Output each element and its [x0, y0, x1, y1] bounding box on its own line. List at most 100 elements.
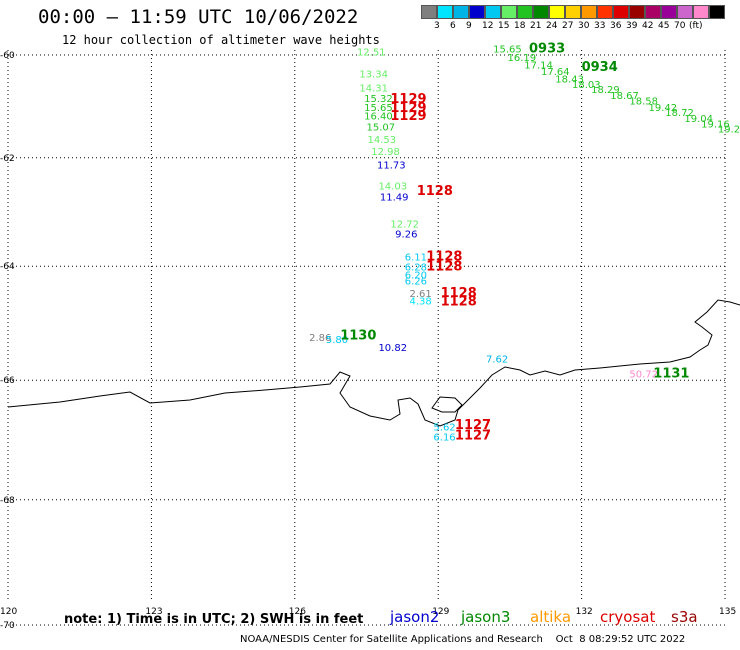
footer-note: note: 1) Time is in UTC; 2) SWH is in fe… — [64, 612, 364, 627]
pass-time-label: 1129 — [390, 109, 426, 124]
legend-label: 36 — [610, 21, 622, 31]
legend-swatch — [421, 5, 437, 19]
swh-value-label: 19.2 — [718, 125, 740, 136]
sat-legend-s3a: s3a — [671, 608, 698, 626]
sat-legend-jason3: jason3 — [461, 608, 511, 626]
legend-swatch — [613, 5, 629, 19]
x-tick-label: 120 — [0, 607, 17, 617]
swh-value-label: 15.65 — [493, 45, 522, 56]
legend-swatch — [677, 5, 693, 19]
swh-value-label: 18.29 — [591, 85, 620, 96]
swh-value-label: 11.73 — [377, 160, 406, 171]
sat-legend-altika: altika — [530, 608, 572, 626]
legend-label: 3 — [434, 21, 440, 31]
swh-value-label: 14.53 — [367, 135, 396, 146]
swh-value-label: 19.42 — [649, 103, 678, 114]
swh-value-label: 6.16 — [433, 432, 455, 443]
sat-legend-jason2: jason2 — [390, 608, 440, 626]
swh-value-label: 7.62 — [486, 355, 508, 366]
legend-swatch — [597, 5, 613, 19]
swh-value-label: 18.03 — [572, 80, 601, 91]
legend-label: 9 — [466, 21, 472, 31]
swh-value-label: 17.64 — [541, 67, 570, 78]
swh-value-label: 6.28 — [405, 263, 427, 274]
page-title: 00:00 – 11:59 UTC 10/06/2022 — [38, 6, 359, 28]
pass-time-label: 1127 — [455, 418, 491, 433]
y-tick-label: -64 — [0, 262, 15, 272]
legend-swatch — [581, 5, 597, 19]
swh-value-label: 2.86 — [309, 333, 331, 344]
legend-label: 70 — [674, 21, 686, 31]
legend-label: 27 — [562, 21, 574, 31]
swh-value-label: 18.72 — [665, 108, 694, 119]
swh-value-label: 19.16 — [701, 119, 730, 130]
legend-swatch — [501, 5, 517, 19]
legend-swatch — [693, 5, 709, 19]
legend-unit: (ft) — [689, 21, 703, 31]
legend-label: 24 — [546, 21, 558, 31]
swh-value-label: 6.11 — [405, 253, 427, 264]
pass-time-label: 1131 — [653, 366, 689, 381]
swh-value-label: 15.07 — [367, 123, 396, 134]
swh-value-label: 18.43 — [555, 75, 584, 86]
legend-swatch — [469, 5, 485, 19]
pass-time-label: 1129 — [390, 101, 426, 116]
pass-time-label: 1129 — [390, 92, 426, 107]
legend-label: 42 — [642, 21, 654, 31]
swh-value-label: 15.65 — [364, 103, 393, 114]
pass-time-label: 1128 — [441, 294, 477, 309]
x-tick-label: 129 — [432, 607, 449, 617]
swh-value-label: 16.40 — [364, 112, 393, 123]
legend-swatch — [437, 5, 453, 19]
pass-time-label: 1128 — [426, 250, 462, 265]
swh-value-label: 12.98 — [371, 147, 400, 158]
x-tick-label: 135 — [719, 607, 736, 617]
legend-swatch — [485, 5, 501, 19]
swh-value-label: 17.14 — [524, 61, 553, 72]
swh-value-label: 50.72 — [629, 369, 658, 380]
legend-swatch — [645, 5, 661, 19]
swh-value-label: 6.20 — [405, 270, 427, 281]
pass-time-label: 1128 — [417, 184, 453, 199]
swh-value-label: 10.82 — [378, 343, 407, 354]
legend-label: 39 — [626, 21, 638, 31]
x-tick-label: 123 — [145, 607, 162, 617]
legend-label: 12 — [482, 21, 494, 31]
legend-swatch — [709, 5, 725, 19]
swh-value-label: 13.34 — [359, 70, 388, 81]
legend-label: 21 — [530, 21, 542, 31]
swh-value-label: 5.80 — [326, 335, 348, 346]
legend-label: 15 — [498, 21, 510, 31]
legend-label: 33 — [594, 21, 606, 31]
pass-time-label: 1128 — [426, 260, 462, 275]
swh-value-label: 18.58 — [629, 97, 658, 108]
sat-legend-cryosat: cryosat — [600, 608, 656, 626]
swh-value-label: 9.26 — [395, 229, 417, 240]
swh-value-label: 16.19 — [508, 53, 537, 64]
antarctic-coastline — [7, 299, 740, 427]
coastline-bay — [431, 396, 463, 413]
pass-time-label: 0934 — [582, 60, 618, 75]
coastline-main — [7, 299, 740, 427]
pass-time-labels: 1129112911291128112811281128112811301131… — [340, 42, 689, 444]
y-tick-label: -68 — [0, 496, 15, 506]
legend-swatch — [661, 5, 677, 19]
swh-value-label: 11.49 — [380, 192, 409, 203]
y-tick-label: -60 — [0, 51, 15, 61]
y-tick-label: -70 — [0, 621, 15, 631]
pass-time-label: 1127 — [455, 428, 491, 443]
page-subtitle: 12 hour collection of altimeter wave hei… — [62, 33, 380, 47]
y-tick-label: -62 — [0, 154, 15, 164]
legend-swatch — [517, 5, 533, 19]
legend-swatch — [549, 5, 565, 19]
swh-value-label: 12.51 — [357, 48, 386, 59]
x-tick-label: 126 — [289, 607, 306, 617]
swh-value-label: 14.31 — [359, 83, 388, 94]
legend-label: 6 — [450, 21, 456, 31]
x-tick-label: 132 — [576, 607, 593, 617]
swh-value-label: 2.61 — [410, 289, 432, 300]
swh-value-label: 12.72 — [390, 220, 419, 231]
legend-swatch — [565, 5, 581, 19]
legend-swatch — [629, 5, 645, 19]
